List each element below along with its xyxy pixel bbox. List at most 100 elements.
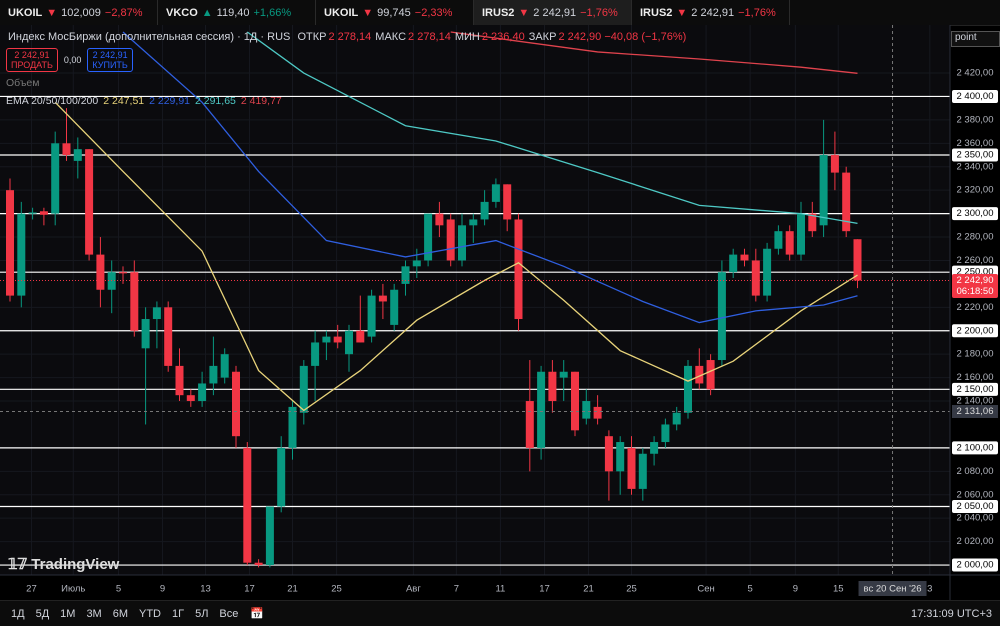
candle-body bbox=[638, 453, 647, 489]
calendar-icon[interactable]: 📅 bbox=[250, 608, 265, 620]
legend-title: Индекс МосБиржи (дополнительная сессия) … bbox=[8, 31, 686, 43]
tab-change: −1,76% bbox=[580, 6, 618, 19]
search-input[interactable]: point bbox=[951, 31, 1000, 47]
level-label: 2 350,00 bbox=[957, 150, 994, 161]
candle-body bbox=[808, 213, 817, 232]
candle-body bbox=[842, 172, 851, 232]
x-tick-label: 15 bbox=[833, 584, 844, 595]
x-tick-label: 25 bbox=[626, 584, 637, 595]
candle-body bbox=[186, 395, 195, 402]
range-button[interactable]: 1Д bbox=[11, 607, 25, 620]
candle-body bbox=[322, 336, 331, 343]
tab-symbol: UKOIL bbox=[8, 6, 43, 19]
x-tick-label: 5 bbox=[116, 584, 121, 595]
candle-body bbox=[299, 365, 308, 413]
candle-body bbox=[469, 219, 478, 226]
level-label: 2 400,00 bbox=[957, 91, 994, 102]
ema-value: 2 419,77 bbox=[240, 95, 282, 107]
x-tick-label: 11 bbox=[495, 584, 505, 595]
sell-price: 2 242,91 bbox=[14, 50, 50, 60]
tab[interactable]: VKCO ▲ 119,40 +1,66% bbox=[158, 0, 316, 25]
x-tick-label: 9 bbox=[793, 584, 798, 595]
ema-legend: EMA 20/50/100/200 2 247,51 2 229,91 2 291,6… bbox=[6, 95, 282, 107]
candle-body bbox=[367, 295, 376, 337]
arrow: ▼ bbox=[676, 6, 688, 19]
y-tick-label: 2 180,00 bbox=[957, 349, 994, 360]
candle-body bbox=[774, 231, 783, 249]
range-button[interactable]: Все bbox=[219, 607, 239, 620]
chart: 2 420,00 2 380,00 2 360,00 2 340,00 2 320,00… bbox=[0, 25, 1000, 600]
y-tick-label: 2 340,00 bbox=[957, 161, 994, 172]
plot-bg bbox=[0, 25, 950, 575]
x-tick-label: 9 bbox=[160, 584, 165, 595]
ohlc-label: ОТКР bbox=[297, 31, 327, 43]
ema-line bbox=[246, 31, 858, 225]
candle-body bbox=[119, 272, 127, 274]
level-label: 2 250,00 bbox=[957, 267, 994, 278]
candle-body bbox=[243, 447, 252, 563]
tab-symbol: IRUS2 bbox=[640, 6, 673, 19]
candle-body bbox=[345, 330, 353, 355]
level-tag bbox=[952, 499, 998, 513]
tab[interactable]: UKOIL ▼ 102,009 −2,87% bbox=[0, 0, 158, 25]
sell-button[interactable]: 2 242,91 ПРОДАТЬ bbox=[6, 48, 58, 72]
last-price-tag bbox=[952, 273, 998, 298]
candle-body bbox=[672, 412, 681, 425]
candle-body bbox=[593, 406, 602, 419]
crosshair-label: 2 131,06 bbox=[957, 406, 994, 417]
candle-body bbox=[73, 149, 82, 161]
tab[interactable]: IRUS2 ▼ 2 242,91 −1,76% bbox=[632, 0, 790, 25]
range-button[interactable]: 5Д bbox=[35, 607, 50, 620]
candle-body bbox=[559, 371, 568, 378]
clock: 17:31:09 UTC+3 bbox=[910, 607, 992, 620]
range-button[interactable]: 1Г bbox=[172, 607, 185, 620]
x-tick-label: 21 bbox=[583, 584, 594, 595]
arrow: ▼ bbox=[362, 6, 374, 19]
candle-body bbox=[288, 406, 297, 448]
ohlc-label: МИН bbox=[454, 31, 480, 43]
tab-symbol: IRUS2 bbox=[482, 6, 515, 19]
y-tick-label: 2 080,00 bbox=[957, 466, 994, 477]
candle-body bbox=[265, 506, 274, 566]
level-label: 2 050,00 bbox=[957, 501, 994, 512]
ema-value: 2 229,91 bbox=[149, 95, 190, 107]
tab-price: 99,745 bbox=[377, 6, 411, 19]
range-button[interactable]: YTD bbox=[139, 607, 161, 620]
level-label: 2 300,00 bbox=[957, 208, 994, 219]
ohlc-label: МАКС bbox=[375, 31, 407, 43]
candle-body bbox=[751, 260, 760, 296]
level-label: 2 000,00 bbox=[957, 560, 994, 571]
candle-body bbox=[480, 201, 489, 220]
buy-button[interactable]: 2 242,91 КУПИТЬ bbox=[87, 48, 133, 72]
buy-price: 2 242,91 bbox=[92, 50, 128, 60]
watermark-text: TradingView bbox=[31, 556, 120, 573]
trade-buttons: 2 242,91 ПРОДАТЬ 0,00 2 242,91 КУПИТЬ bbox=[6, 48, 133, 72]
y-tick-label: 2 220,00 bbox=[957, 302, 994, 313]
candle-body bbox=[458, 225, 466, 261]
tab-change: −2,33% bbox=[414, 6, 453, 19]
tab-symbol: VKCO bbox=[166, 6, 198, 19]
y-tick-label: 2 060,00 bbox=[957, 489, 994, 500]
candle-body bbox=[604, 436, 613, 472]
range-button[interactable]: 5Л bbox=[195, 607, 209, 620]
candle-body bbox=[627, 447, 636, 489]
range-button[interactable]: 3М bbox=[86, 607, 102, 620]
candle-body bbox=[6, 190, 14, 296]
tab[interactable]: UKOIL ▼ 99,745 −2,33% bbox=[316, 0, 474, 25]
range-button[interactable]: 6М bbox=[112, 607, 128, 620]
last-price-label: 2 242,90 bbox=[957, 275, 994, 286]
candle-body bbox=[695, 365, 704, 384]
candle-body bbox=[164, 307, 173, 366]
y-tick-label: 2 160,00 bbox=[957, 372, 994, 383]
range-button[interactable]: 1М bbox=[60, 607, 76, 620]
level-tag bbox=[952, 558, 998, 572]
candle-body bbox=[85, 149, 94, 255]
y-tick-label: 2 360,00 bbox=[957, 138, 994, 149]
tab[interactable]: IRUS2 ▼ 2 242,91 −1,76% bbox=[474, 0, 632, 25]
ema-line bbox=[122, 31, 858, 324]
ohlc-value: 2 278,14 bbox=[408, 31, 451, 43]
tab-symbol: UKOIL bbox=[324, 6, 359, 19]
title: Индекс МосБиржи (дополнительная сессия) … bbox=[8, 31, 291, 43]
candle-body bbox=[571, 371, 579, 431]
candle-body bbox=[333, 336, 342, 343]
